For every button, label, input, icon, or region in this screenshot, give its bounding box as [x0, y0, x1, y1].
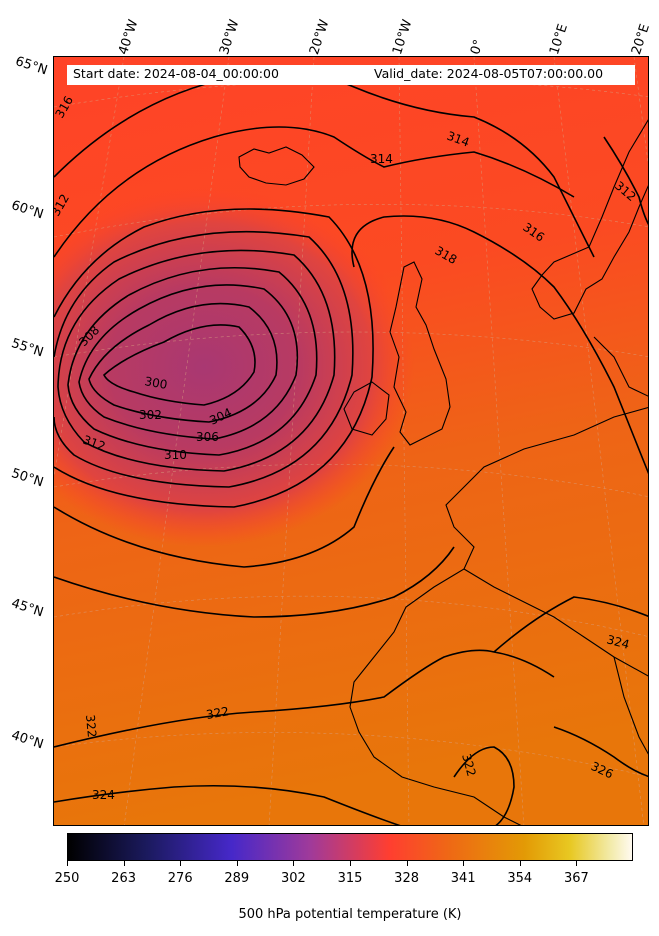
- lon-label: 0°: [468, 37, 487, 57]
- lat-label: 55°N: [9, 336, 46, 361]
- continental-coast: [349, 406, 648, 825]
- contour-label: 310: [164, 448, 187, 462]
- map-panel: 316 314 314 312 316 318 308 300 302 304 …: [53, 56, 649, 826]
- italy-coast: [613, 656, 648, 755]
- colorbar-tick-label: 367: [563, 871, 589, 886]
- colorbar-tick-mark: [67, 861, 68, 866]
- coastlines: [238, 119, 648, 825]
- contour-316: [54, 71, 595, 258]
- lat-label: 40°N: [9, 728, 46, 753]
- contour-label: 322: [459, 752, 478, 778]
- contour-label: 314: [370, 152, 393, 166]
- colorbar-title: 500 hPa potential temperature (K): [238, 907, 462, 922]
- contour-label: 306: [196, 430, 219, 444]
- contour-314: [54, 126, 575, 258]
- lat-label: 45°N: [9, 596, 46, 621]
- colorbar-tick-mark: [293, 861, 295, 866]
- contour-322-loop: [453, 746, 515, 825]
- colorbar-tick-mark: [350, 861, 351, 866]
- contour-312-low: [54, 208, 374, 508]
- colorbar-tick-label: 289: [224, 871, 250, 886]
- colorbar: [67, 833, 633, 861]
- colorbar-tick-label: 328: [394, 871, 420, 886]
- contour-312-ne: [603, 136, 648, 226]
- contour-308: [57, 249, 336, 472]
- colorbar-tick-mark: [180, 861, 182, 866]
- colorbar-tick-label: 354: [507, 871, 533, 886]
- lon-label: 20°E: [629, 22, 653, 57]
- lon-label: 10°E: [547, 22, 571, 57]
- colorbar-tick-label: 250: [54, 871, 80, 886]
- colorbar-tick-mark: [576, 861, 578, 866]
- colorbar-tick-label: 315: [337, 871, 363, 886]
- contour-322: [54, 546, 455, 618]
- lon-label: 30°W: [217, 17, 243, 57]
- iceland-coast: [238, 146, 315, 186]
- contour-label: 324: [92, 788, 115, 802]
- contour-302: [88, 302, 278, 423]
- contour-label: 324: [605, 632, 631, 651]
- colorbar-tick-mark: [519, 861, 521, 866]
- baltic-coast: [593, 336, 648, 397]
- contour-306: [67, 266, 318, 456]
- contour-320: [54, 446, 395, 568]
- colorbar-tick-mark: [406, 861, 408, 866]
- map-canvas: 316 314 314 312 316 318 308 300 302 304 …: [54, 57, 648, 825]
- colorbar-tick-label: 302: [280, 871, 306, 886]
- lat-label: 60°N: [9, 198, 46, 223]
- lon-label: 40°W: [116, 17, 142, 57]
- contour-label: 302: [139, 408, 162, 422]
- contour-label: 322: [205, 704, 230, 722]
- colorbar-tick-mark: [463, 861, 465, 866]
- contour-318: [351, 215, 648, 475]
- contours: [54, 71, 648, 825]
- contour-326: [553, 726, 648, 778]
- lon-label: 20°W: [307, 17, 333, 57]
- lat-label: 50°N: [9, 466, 46, 491]
- colorbar-tick-mark: [236, 861, 238, 866]
- colorbar-tick-label: 341: [450, 871, 476, 886]
- lat-label: 65°N: [13, 54, 50, 79]
- contour-label: 300: [143, 374, 168, 392]
- uk-ireland-coast: [389, 261, 451, 446]
- contour-324-east: [493, 596, 648, 653]
- contour-label: 322: [83, 714, 99, 738]
- contour-300: [103, 324, 256, 406]
- colorbar-tick-label: 263: [111, 871, 137, 886]
- low-pressure-core-shading: [54, 187, 414, 547]
- valid-date-label: Valid_date: 2024-08-05T07:00:00.00: [374, 66, 604, 81]
- colorbar-tick-mark: [123, 861, 125, 866]
- contour-324: [54, 784, 401, 825]
- contour-310: [54, 230, 354, 488]
- colorbar-tick-label: 276: [167, 871, 193, 886]
- info-box: [67, 65, 635, 85]
- start-date-label: Start date: 2024-08-04_00:00:00: [73, 66, 279, 81]
- ireland-coast: [343, 381, 390, 436]
- contour-304: [78, 284, 299, 440]
- lon-label: 10°W: [390, 17, 416, 57]
- norway-coast: [531, 119, 648, 320]
